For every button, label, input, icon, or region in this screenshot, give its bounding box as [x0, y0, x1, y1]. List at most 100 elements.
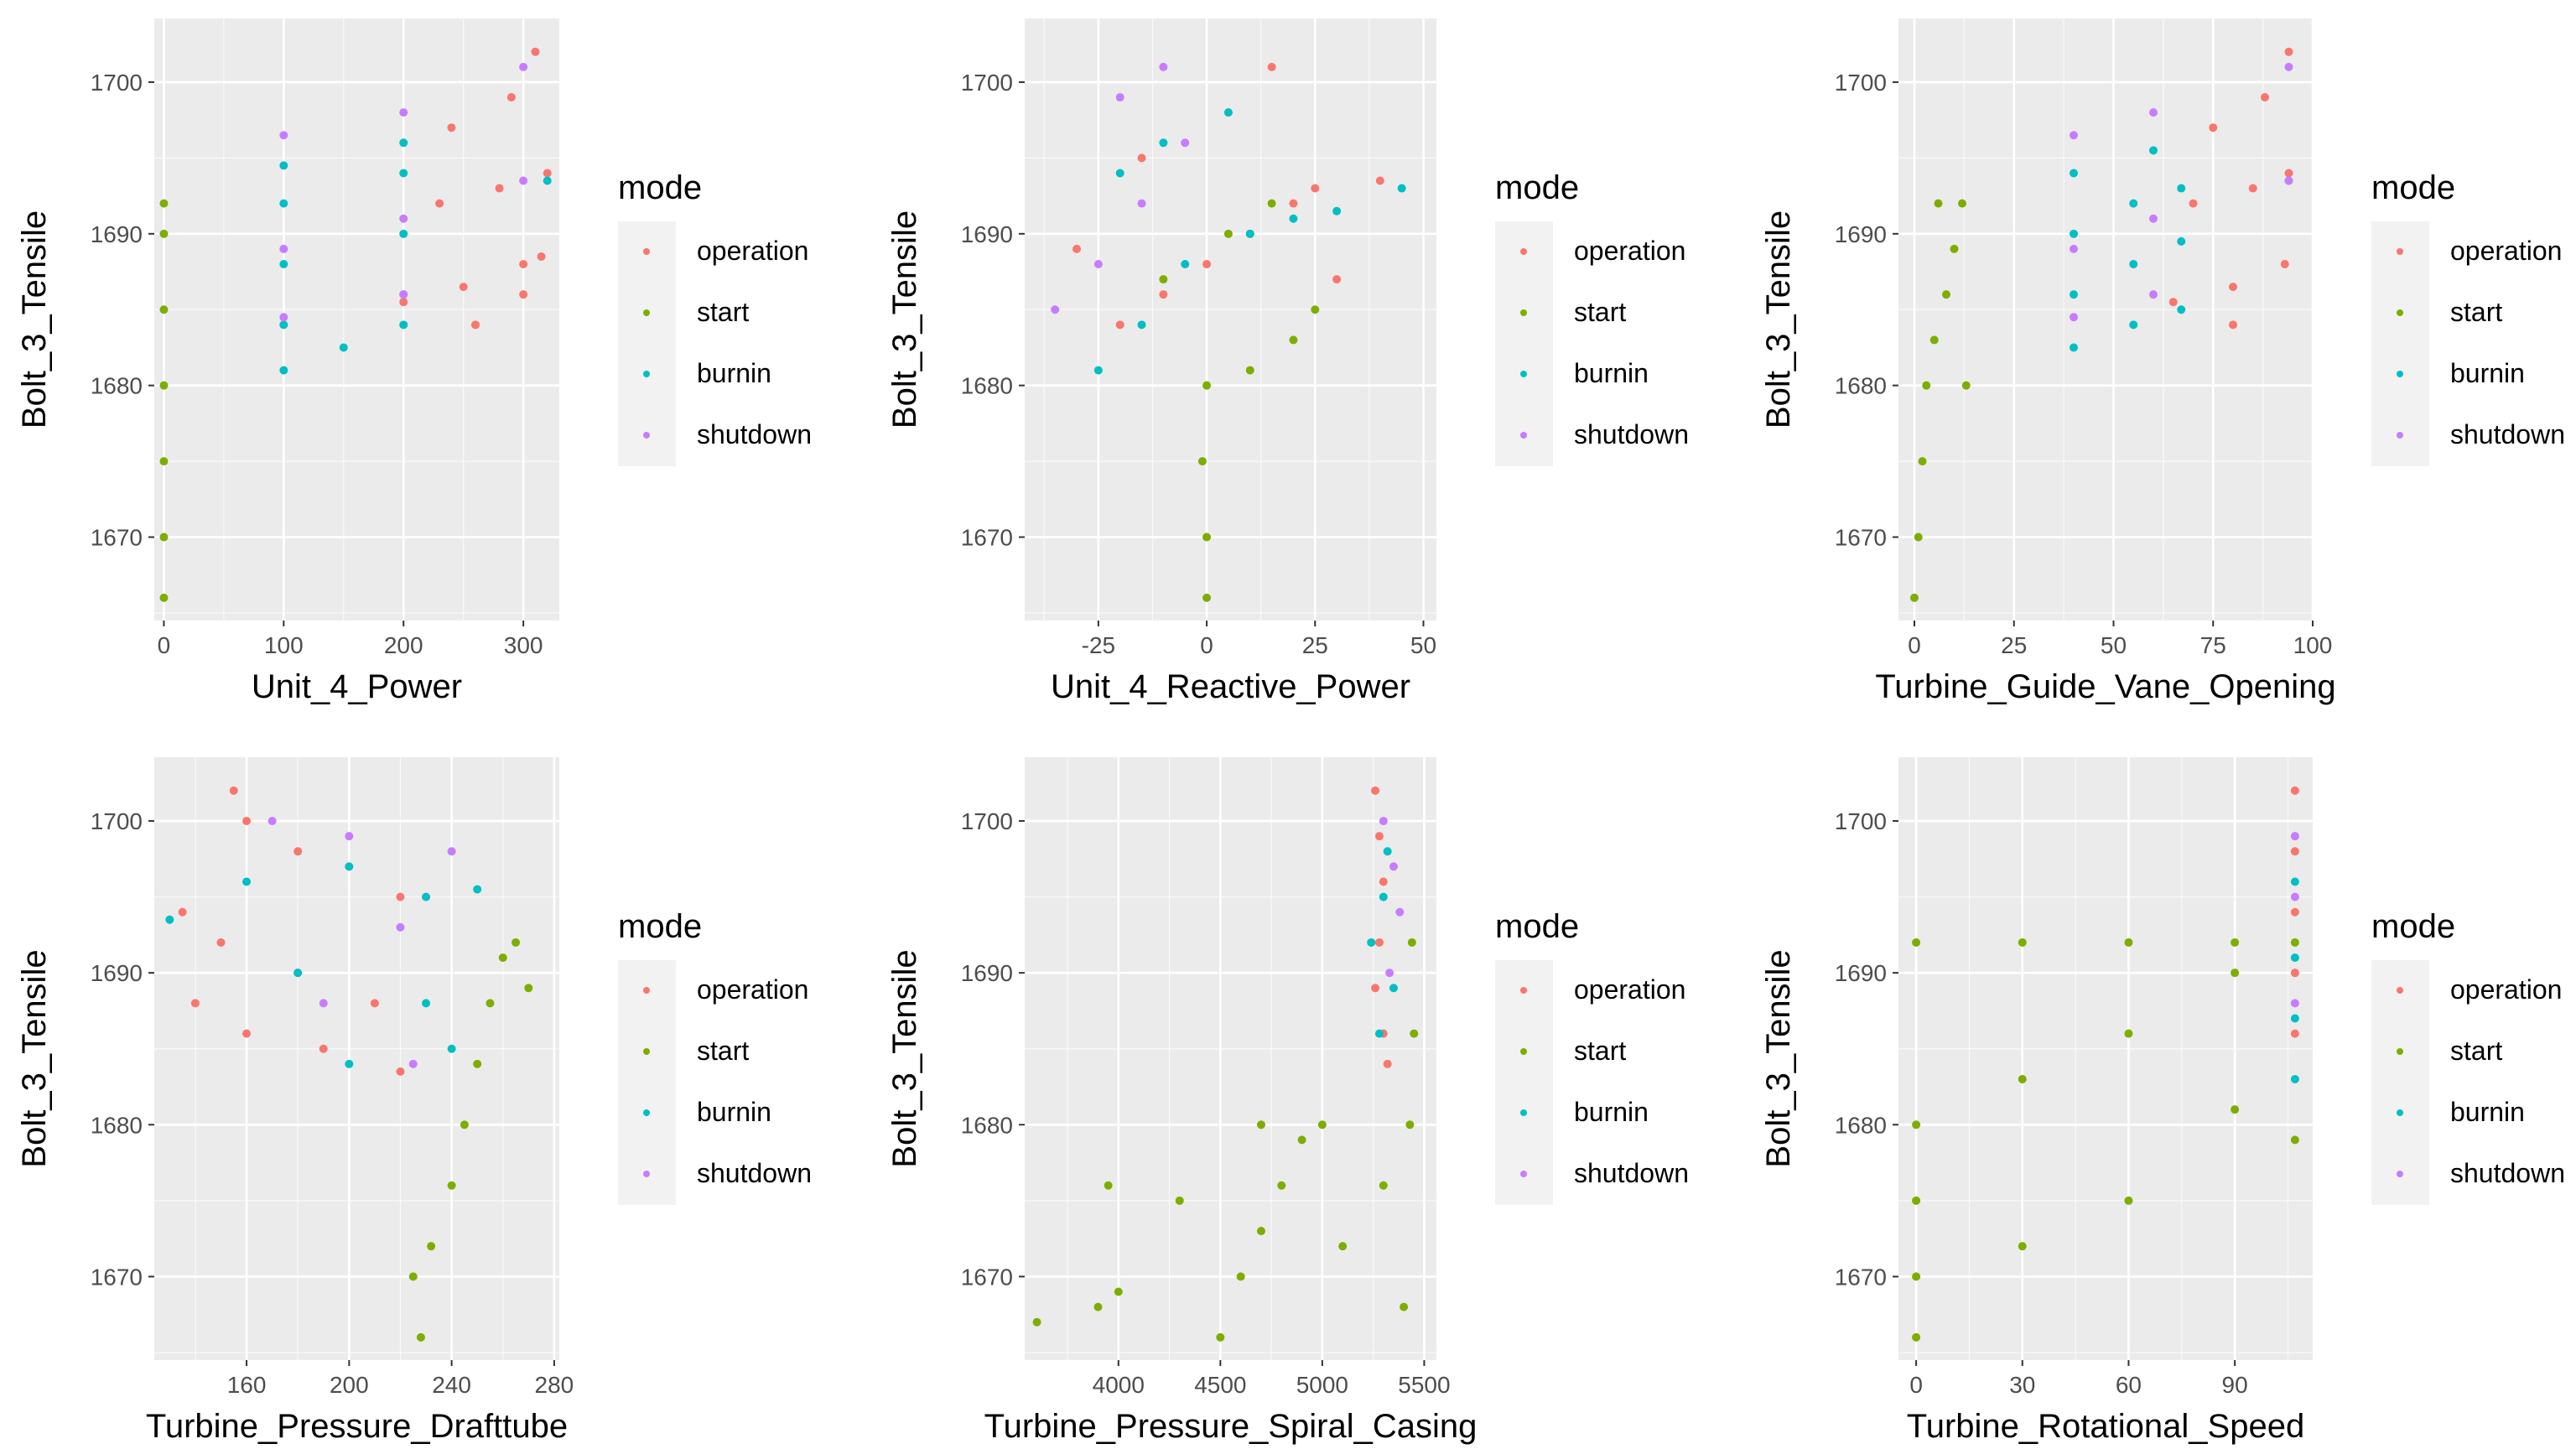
data-point [2290, 907, 2299, 917]
data-point [2284, 47, 2293, 56]
data-point [447, 123, 456, 132]
data-point [2231, 937, 2240, 947]
legend-label-operation: operation [697, 236, 808, 266]
data-points [1051, 62, 1406, 602]
data-point [1395, 907, 1405, 917]
x-tick-label: 4500 [1194, 1372, 1246, 1398]
y-tick-label: 1690 [91, 960, 143, 986]
series-operation [1371, 786, 1392, 1068]
legend-key-dot [643, 248, 650, 255]
data-point [1289, 335, 1298, 345]
data-point [159, 199, 169, 208]
x-tick-label: 5000 [1296, 1372, 1348, 1398]
series-shutdown [279, 62, 528, 322]
data-point [2124, 937, 2133, 947]
data-point [2290, 1074, 2299, 1083]
data-point [345, 862, 354, 871]
x-tick-label: 50 [1410, 632, 1436, 658]
data-point [2280, 259, 2289, 268]
data-point [1216, 1332, 1225, 1342]
y-tick-label: 1670 [1835, 525, 1887, 551]
data-point [1410, 1029, 1419, 1038]
data-points [165, 786, 533, 1342]
series-start [1159, 199, 1320, 602]
legend-label-operation: operation [2450, 974, 2562, 1005]
data-point [279, 366, 288, 375]
data-point [319, 1044, 328, 1053]
data-point [2290, 892, 2299, 901]
panel-background [1898, 757, 2313, 1360]
data-point [486, 999, 495, 1008]
legend-label-shutdown: shutdown [2450, 1158, 2565, 1188]
data-point [399, 320, 408, 330]
data-point [2189, 199, 2198, 208]
legend-title: mode [2371, 169, 2455, 206]
data-point [1093, 366, 1103, 375]
data-point [519, 62, 528, 71]
data-point [1383, 1059, 1392, 1068]
legend-key-dot [643, 1048, 650, 1055]
legend-title: mode [618, 908, 702, 945]
data-point [159, 457, 169, 466]
data-point [2229, 320, 2237, 330]
legend-label-burnin: burnin [1574, 358, 1649, 388]
y-tick-label: 1700 [1835, 808, 1887, 834]
x-tick-label: 240 [432, 1372, 471, 1398]
data-point [1374, 937, 1384, 947]
panel-background [154, 757, 559, 1360]
data-point [1137, 199, 1146, 208]
data-point [1159, 62, 1168, 71]
data-point [1159, 290, 1168, 299]
x-axis-title: Turbine_Guide_Vane_Opening [1875, 668, 2335, 705]
data-point [1912, 937, 1921, 947]
y-tick-label: 1700 [91, 808, 143, 834]
data-point [2124, 1029, 2133, 1038]
x-tick-label: 200 [330, 1372, 369, 1398]
data-point [399, 169, 408, 178]
data-point [408, 1272, 418, 1281]
series-start [159, 199, 169, 602]
legend: mode operation start burnin shutdown [618, 908, 812, 1205]
data-point [1311, 184, 1320, 193]
data-point [1407, 937, 1416, 947]
data-point [242, 817, 252, 826]
legend-key-dot [2397, 1109, 2403, 1116]
data-point [1032, 1317, 1041, 1327]
data-point [1311, 305, 1320, 314]
data-point [1115, 93, 1124, 102]
legend-title: mode [1495, 908, 1579, 945]
series-shutdown [2070, 62, 2293, 322]
data-point [1175, 1196, 1184, 1205]
legend-key-dot [1520, 1109, 1527, 1116]
series-operation [2168, 47, 2293, 330]
x-tick-label: 280 [535, 1372, 574, 1398]
legend-key-dot [2397, 1171, 2403, 1177]
data-point [1159, 138, 1168, 148]
legend: mode operation start burnin shutdown [618, 169, 812, 466]
legend-key-dot [1520, 371, 1527, 377]
data-point [543, 169, 552, 178]
data-point [1950, 244, 1959, 253]
data-point [178, 907, 187, 917]
chart-panel-5: 1670 1680 1690 1700 4000 4500 5000 5500 Turbine_… [886, 757, 1689, 1445]
data-point [422, 892, 431, 901]
data-point [267, 817, 277, 826]
x-tick-label: 50 [2101, 632, 2127, 658]
legend-label-operation: operation [2450, 236, 2562, 266]
data-point [473, 1059, 482, 1068]
data-point [1159, 275, 1168, 284]
y-tick-label: 1680 [91, 373, 143, 399]
panel-background [154, 18, 559, 621]
data-point [1912, 1332, 1921, 1342]
data-point [1289, 199, 1298, 208]
legend-key-dot [2397, 987, 2403, 994]
series-operation [2290, 786, 2299, 1038]
x-axis-title: Unit_4_Power [252, 668, 462, 705]
data-point [2209, 123, 2218, 132]
legend-label-start: start [697, 1036, 749, 1066]
x-tick-label: 4000 [1093, 1372, 1145, 1398]
legend-label-shutdown: shutdown [1574, 1158, 1689, 1188]
data-point [1181, 259, 1190, 268]
data-point [537, 252, 546, 261]
data-point [1256, 1120, 1265, 1130]
